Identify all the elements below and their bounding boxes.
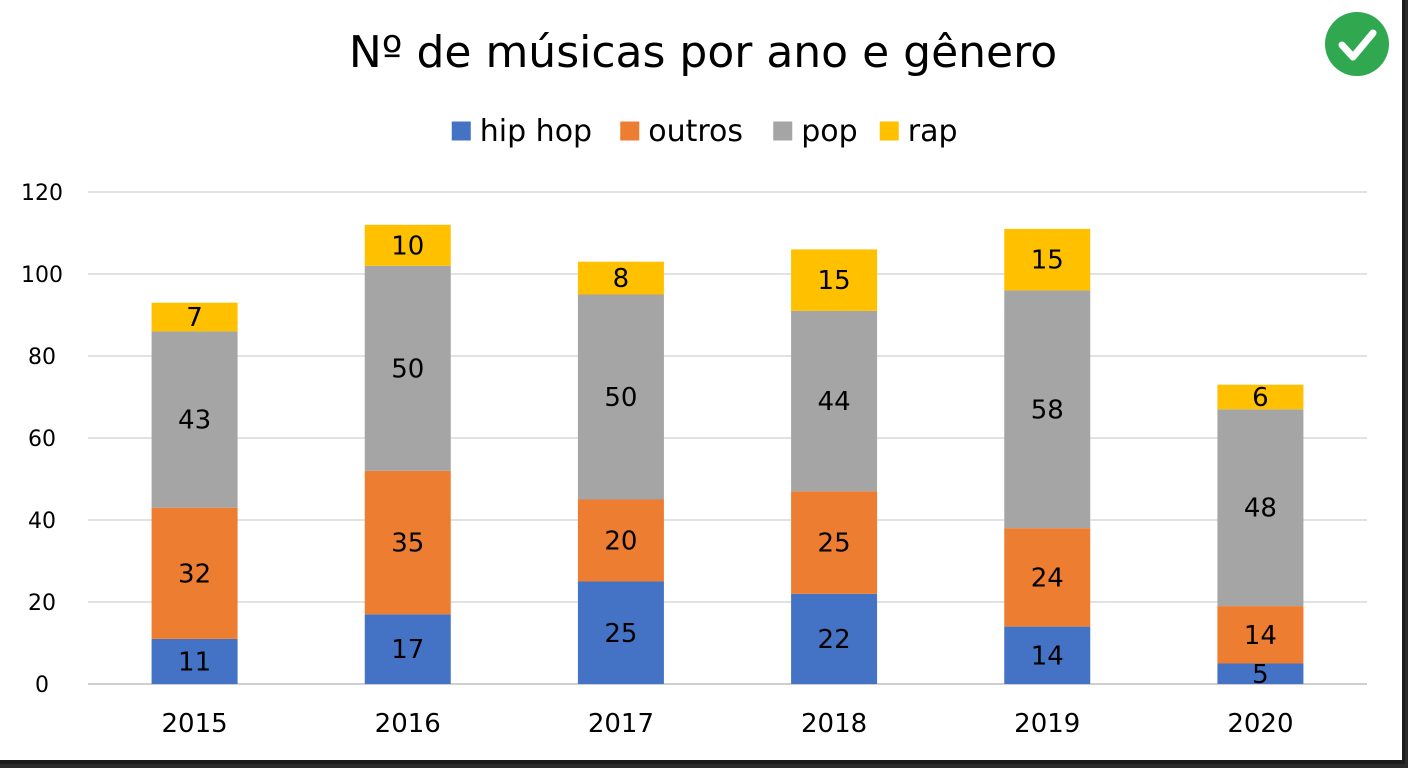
data-label: 50 xyxy=(391,354,424,384)
data-label: 15 xyxy=(1031,246,1064,276)
bar-segment xyxy=(1217,663,1304,684)
data-label: 44 xyxy=(818,387,851,417)
bar-segment xyxy=(577,261,664,295)
data-label: 43 xyxy=(178,406,211,436)
x-tick-label: 2020 xyxy=(1227,709,1293,739)
bar-segment xyxy=(364,470,451,615)
y-tick-label: 120 xyxy=(21,181,63,206)
legend-label: rap xyxy=(908,114,958,149)
data-label: 35 xyxy=(391,529,424,559)
data-label: 14 xyxy=(1244,621,1277,651)
bar-segment xyxy=(151,331,238,508)
legend-label: pop xyxy=(801,114,857,149)
legend-swatch xyxy=(879,121,899,141)
data-label: 17 xyxy=(391,635,424,665)
bar-segment xyxy=(1217,409,1304,607)
checkmark-icon xyxy=(1325,12,1389,76)
data-label: 24 xyxy=(1031,563,1064,593)
bar-segment xyxy=(1004,290,1091,529)
y-tick-label: 20 xyxy=(28,591,56,616)
legend-swatch xyxy=(620,121,640,141)
legend-swatch xyxy=(773,121,793,141)
legend-label: outros xyxy=(648,114,743,149)
data-label: 58 xyxy=(1031,395,1064,425)
legend-swatch xyxy=(451,121,471,141)
bar-segment xyxy=(577,294,664,500)
bar-segment xyxy=(1217,606,1304,664)
chart-legend: hip hop outros pop rap xyxy=(451,114,958,149)
data-label: 7 xyxy=(186,303,203,333)
data-label: 25 xyxy=(604,619,637,649)
data-label: 32 xyxy=(178,559,211,589)
bar-segment xyxy=(791,593,878,684)
y-tick-label: 80 xyxy=(28,345,56,370)
bar-segment xyxy=(364,265,451,471)
bar-segment xyxy=(791,310,878,492)
y-axis: 0 20 40 60 80 100 120 xyxy=(21,181,63,698)
data-label: 20 xyxy=(604,527,637,557)
y-tick-label: 60 xyxy=(28,427,56,452)
bar-segment xyxy=(791,249,878,311)
bar-segment xyxy=(1004,528,1091,627)
data-label: 22 xyxy=(818,625,851,655)
x-tick-label: 2019 xyxy=(1014,709,1080,739)
bar-segment xyxy=(791,491,878,594)
x-axis: 2015 2016 2017 2018 2019 2020 xyxy=(161,709,1293,739)
data-label: 50 xyxy=(604,383,637,413)
bar-segment xyxy=(151,507,238,639)
data-label: 25 xyxy=(818,529,851,559)
bar-segment xyxy=(1004,228,1091,291)
x-tick-label: 2017 xyxy=(588,709,654,739)
bar-segment xyxy=(1004,626,1091,684)
bar-segment xyxy=(151,638,238,684)
y-tick-label: 100 xyxy=(21,263,63,288)
x-tick-label: 2015 xyxy=(161,709,227,739)
bar-segment xyxy=(577,499,664,582)
data-label: 8 xyxy=(613,264,630,294)
data-label: 5 xyxy=(1252,660,1269,690)
x-tick-label: 2018 xyxy=(801,709,867,739)
bars: 11 32 43 7 17 35 50 10 25 20 50 8 22 25 44 15 14 24 58 15 5 1… xyxy=(151,224,1304,690)
data-label: 14 xyxy=(1031,641,1064,671)
legend-label: hip hop xyxy=(480,114,592,149)
x-tick-label: 2016 xyxy=(375,709,441,739)
data-label: 48 xyxy=(1244,494,1277,524)
bar-segment xyxy=(364,224,451,266)
data-label: 10 xyxy=(391,231,424,261)
data-label: 11 xyxy=(178,647,211,677)
bar-segment xyxy=(151,302,238,332)
bar-segment xyxy=(1217,384,1304,410)
gridlines xyxy=(88,191,1367,685)
data-label: 6 xyxy=(1252,383,1269,413)
bar-segment xyxy=(577,581,664,684)
chart-title: Nº de músicas por ano e gênero xyxy=(349,27,1057,78)
bar-segment xyxy=(364,614,451,684)
data-label: 15 xyxy=(818,266,851,296)
y-tick-label: 40 xyxy=(28,509,56,534)
y-tick-label: 0 xyxy=(35,673,49,698)
